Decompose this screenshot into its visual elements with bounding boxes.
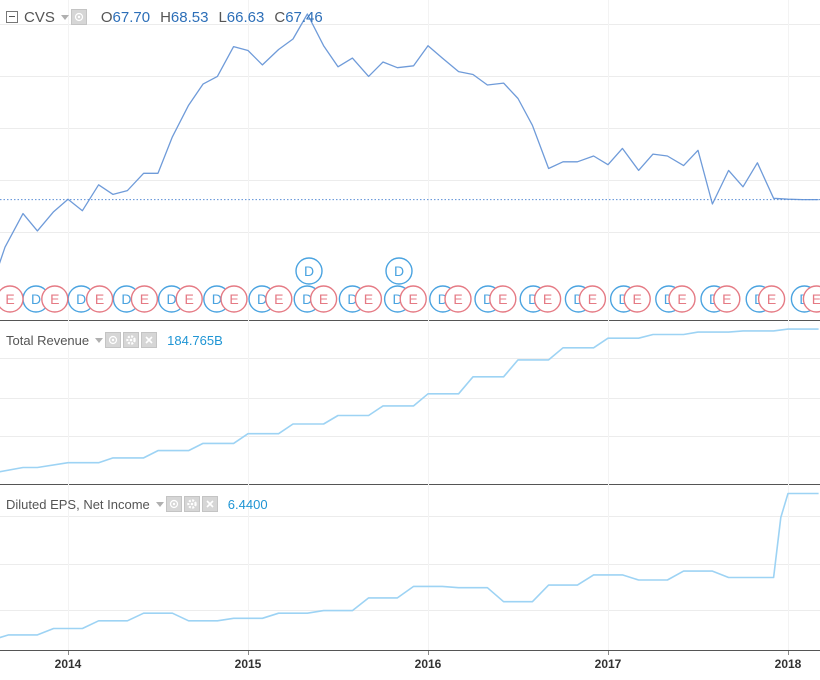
earnings-marker-label: E bbox=[95, 291, 104, 307]
earnings-marker-label: E bbox=[409, 291, 418, 307]
symbol-label[interactable]: CVS bbox=[24, 8, 55, 26]
close-value: 67.46 bbox=[285, 8, 323, 26]
earnings-marker-label: E bbox=[767, 291, 776, 307]
price-legend: CVS O 67.70 H 68.53 L 66.63 C 67.46 bbox=[6, 6, 323, 28]
earnings-marker-label: E bbox=[185, 291, 194, 307]
revenue-value: 184.765B bbox=[167, 332, 223, 348]
earnings-marker[interactable]: E bbox=[354, 285, 383, 313]
earnings-marker[interactable]: E bbox=[85, 285, 114, 313]
gear-icon[interactable] bbox=[183, 496, 200, 512]
dividend-marker-label: D bbox=[31, 291, 41, 307]
revenue-pane[interactable] bbox=[0, 328, 819, 473]
eye-icon[interactable] bbox=[70, 9, 87, 25]
dividend-marker-label: D bbox=[212, 291, 222, 307]
axis-background[interactable] bbox=[0, 651, 820, 680]
tick-label: 2018 bbox=[775, 657, 802, 671]
earnings-marker[interactable]: E bbox=[802, 285, 820, 313]
dividend-marker[interactable]: D bbox=[385, 257, 413, 285]
grid-layer bbox=[0, 0, 820, 651]
tick-label: 2015 bbox=[235, 657, 262, 671]
eps-pane[interactable] bbox=[0, 492, 819, 639]
eye-icon[interactable] bbox=[165, 496, 182, 512]
earnings-marker[interactable]: E bbox=[489, 285, 517, 313]
dividend-marker-label: D bbox=[394, 263, 404, 279]
earnings-marker-label: E bbox=[812, 291, 820, 307]
price-pane[interactable] bbox=[0, 13, 820, 300]
earnings-marker-label: E bbox=[633, 291, 642, 307]
tick-label: 2016 bbox=[415, 657, 442, 671]
earnings-marker[interactable]: E bbox=[578, 285, 607, 313]
earnings-marker[interactable]: E bbox=[130, 285, 159, 313]
revenue-label[interactable]: Total Revenue bbox=[6, 332, 90, 348]
earnings-marker-label: E bbox=[543, 291, 552, 307]
series-line[interactable] bbox=[0, 492, 819, 639]
low-value: 66.63 bbox=[226, 8, 265, 26]
open-key: O bbox=[100, 8, 113, 26]
earnings-marker-label: E bbox=[364, 291, 373, 307]
dividend-marker[interactable]: D bbox=[295, 257, 323, 285]
revenue-legend: Total Revenue 184.765B bbox=[6, 330, 223, 350]
dividend-marker-label: D bbox=[302, 291, 312, 307]
close-icon[interactable] bbox=[141, 332, 158, 348]
earnings-marker[interactable]: E bbox=[533, 285, 562, 313]
chevron-down-icon[interactable] bbox=[95, 337, 104, 343]
close-icon[interactable] bbox=[201, 496, 218, 512]
earnings-marker[interactable]: E bbox=[265, 285, 293, 313]
close-key: C bbox=[274, 8, 286, 26]
earnings-marker[interactable]: E bbox=[623, 285, 651, 313]
dividend-marker-label: D bbox=[438, 291, 448, 307]
dividend-marker-label: D bbox=[483, 291, 493, 307]
earnings-marker-label: E bbox=[498, 291, 507, 307]
earnings-marker[interactable]: E bbox=[41, 285, 69, 313]
earnings-marker-label: E bbox=[50, 291, 59, 307]
time-axis: 2014 2015 2016 2017 2018 bbox=[0, 651, 820, 680]
earnings-marker-label: E bbox=[588, 291, 597, 307]
events-row: DDDDDDDDDDDDDDDDDDEEEEEEEEEEEEEEEEEEEDD bbox=[0, 257, 820, 313]
series-line[interactable] bbox=[0, 13, 819, 300]
dividend-marker-label: D bbox=[573, 291, 583, 307]
earnings-marker[interactable]: E bbox=[220, 285, 248, 313]
dividend-marker-label: D bbox=[393, 291, 403, 307]
earnings-marker-label: E bbox=[5, 291, 14, 307]
gear-icon[interactable] bbox=[123, 332, 140, 348]
earnings-marker[interactable]: E bbox=[399, 285, 427, 313]
dividend-marker-label: D bbox=[347, 291, 357, 307]
series-line[interactable] bbox=[0, 328, 819, 473]
earnings-marker-label: E bbox=[722, 291, 731, 307]
collapse-pane-icon[interactable] bbox=[6, 11, 18, 23]
eps-label[interactable]: Diluted EPS, Net Income bbox=[6, 496, 150, 512]
eps-value: 6.4400 bbox=[227, 496, 268, 512]
earnings-marker-label: E bbox=[319, 291, 328, 307]
earnings-marker-label: E bbox=[274, 291, 283, 307]
earnings-marker[interactable]: E bbox=[444, 285, 472, 313]
earnings-marker[interactable]: E bbox=[713, 285, 741, 313]
earnings-marker-label: E bbox=[677, 291, 686, 307]
high-value: 68.53 bbox=[170, 8, 209, 26]
dividend-marker-label: D bbox=[257, 291, 267, 307]
earnings-marker[interactable]: E bbox=[309, 285, 338, 313]
chevron-down-icon[interactable] bbox=[60, 14, 69, 20]
earnings-marker-label: E bbox=[140, 291, 149, 307]
tick-label: 2017 bbox=[595, 657, 622, 671]
dividend-marker-label: D bbox=[528, 291, 538, 307]
chevron-down-icon[interactable] bbox=[155, 501, 164, 507]
dividend-marker-label: D bbox=[121, 291, 131, 307]
earnings-marker[interactable]: E bbox=[0, 285, 24, 313]
dividend-marker-label: D bbox=[76, 291, 86, 307]
dividend-marker-label: D bbox=[167, 291, 177, 307]
earnings-marker[interactable]: E bbox=[757, 285, 786, 313]
earnings-marker[interactable]: E bbox=[175, 285, 203, 313]
tick-label: 2014 bbox=[55, 657, 82, 671]
earnings-marker-label: E bbox=[229, 291, 238, 307]
dividend-marker-label: D bbox=[304, 263, 314, 279]
open-value: 67.70 bbox=[112, 8, 151, 26]
earnings-marker-label: E bbox=[453, 291, 462, 307]
eye-icon[interactable] bbox=[105, 332, 122, 348]
low-key: L bbox=[218, 8, 227, 26]
eps-legend: Diluted EPS, Net Income 6.4400 bbox=[6, 494, 268, 514]
high-key: H bbox=[160, 8, 171, 26]
earnings-marker[interactable]: E bbox=[668, 285, 696, 313]
